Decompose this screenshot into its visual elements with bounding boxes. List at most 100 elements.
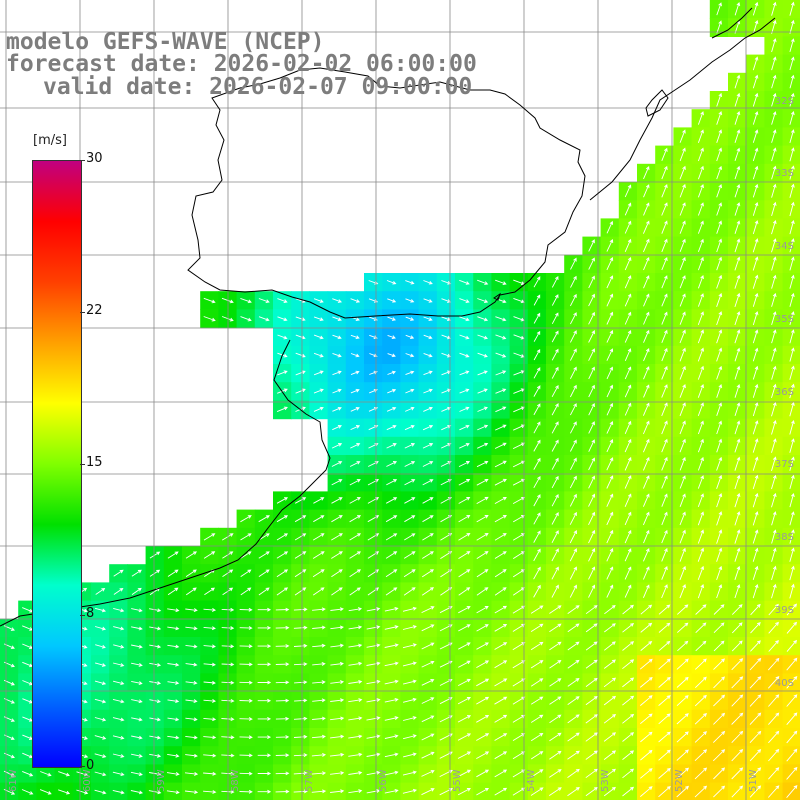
wind-arrow	[789, 583, 795, 599]
wind-arrow	[494, 696, 508, 705]
coastline-path	[0, 339, 331, 627]
longitude-label: 52W	[674, 769, 685, 792]
wind-arrow	[331, 533, 343, 541]
wind-arrow	[768, 603, 779, 616]
wind-arrow	[549, 605, 562, 614]
wind-arrow	[771, 583, 777, 599]
wind-arrow	[752, 474, 759, 490]
wind-arrow	[713, 622, 725, 634]
wind-arrow	[661, 402, 668, 417]
wind-arrow	[203, 297, 216, 304]
wind-arrow	[752, 456, 759, 471]
wind-arrow	[643, 166, 650, 180]
wind-arrow	[569, 348, 577, 361]
wind-arrow	[585, 768, 598, 779]
wind-arrow	[752, 183, 759, 198]
wind-arrow	[476, 532, 489, 541]
wind-arrow	[697, 384, 704, 398]
wind-arrow	[422, 533, 434, 541]
wind-arrow	[112, 735, 125, 740]
wind-arrow	[716, 129, 723, 143]
wind-arrow	[477, 279, 489, 285]
wind-arrow	[679, 293, 686, 307]
coastline-path	[187, 67, 586, 319]
wind-arrow	[771, 311, 777, 326]
wind-arrow	[640, 695, 653, 706]
wind-arrow	[167, 569, 179, 577]
latitude-label: 39S	[775, 605, 794, 616]
wind-arrow	[350, 388, 360, 394]
wind-arrow	[275, 716, 290, 721]
wind-arrow	[402, 770, 417, 776]
wind-arrow	[551, 294, 559, 306]
wind-arrow	[606, 548, 614, 562]
wind-arrow	[640, 622, 653, 633]
wind-arrow	[239, 771, 253, 776]
wind-arrow	[369, 353, 378, 358]
wind-arrow	[403, 587, 416, 596]
wind-arrow	[312, 607, 326, 612]
wind-arrow	[402, 679, 417, 685]
wind-arrow	[203, 699, 217, 703]
wind-arrow	[771, 274, 777, 289]
wind-arrow	[330, 643, 344, 648]
wind-arrow	[658, 658, 671, 670]
wind-arrow	[457, 751, 472, 759]
wind-arrow	[606, 402, 614, 416]
wind-arrow	[697, 475, 704, 489]
wind-arrow	[603, 659, 616, 669]
wind-arrow	[588, 366, 595, 380]
wind-arrow	[275, 607, 290, 612]
wind-arrow	[533, 421, 541, 434]
wind-arrow	[786, 730, 798, 744]
wind-arrow	[402, 734, 417, 740]
wind-arrow	[350, 406, 360, 412]
wind-arrow	[661, 384, 668, 398]
wind-arrow	[661, 584, 668, 599]
wind-arrow	[731, 749, 744, 762]
wind-arrow	[477, 442, 489, 449]
wind-arrow	[312, 625, 326, 630]
wind-arrow	[384, 643, 399, 648]
wind-arrow	[771, 492, 777, 508]
wind-arrow	[533, 584, 541, 598]
wind-arrow	[348, 661, 363, 666]
wind-arrow	[239, 698, 253, 703]
wind-arrow	[58, 771, 70, 777]
longitude-label: 51W	[748, 769, 759, 792]
wind-arrow	[752, 274, 759, 289]
wind-arrow	[350, 334, 360, 340]
wind-arrow	[221, 607, 235, 612]
wind-arrow	[312, 569, 325, 578]
wind-arrow	[604, 605, 616, 615]
wind-arrow	[350, 443, 361, 449]
wind-arrow	[771, 256, 777, 271]
wind-arrow	[533, 457, 541, 470]
wind-arrow	[679, 347, 686, 362]
wind-arrow	[771, 383, 777, 399]
wind-arrow	[476, 478, 489, 486]
wind-arrow	[330, 716, 345, 721]
wind-arrow	[366, 770, 381, 776]
wind-arrow	[95, 587, 106, 595]
wind-arrow	[676, 785, 690, 798]
wind-arrow	[731, 712, 744, 725]
wind-arrow	[789, 529, 795, 544]
wind-arrow	[203, 662, 216, 667]
wind-arrow	[624, 438, 632, 453]
wind-arrow	[789, 92, 795, 107]
wind-arrow	[149, 662, 162, 667]
wind-arrow	[771, 474, 777, 490]
wind-arrow	[752, 565, 759, 581]
wind-arrow	[643, 256, 650, 271]
wind-arrow	[606, 584, 614, 598]
wind-arrow	[533, 530, 541, 543]
wind-arrow	[240, 533, 252, 541]
wind-arrow	[348, 734, 363, 739]
wind-arrow	[275, 753, 290, 758]
wind-arrow	[771, 401, 777, 417]
wind-arrow	[716, 238, 723, 253]
wind-arrow	[530, 678, 544, 687]
wind-arrow	[771, 347, 777, 362]
wind-arrow	[221, 297, 234, 304]
